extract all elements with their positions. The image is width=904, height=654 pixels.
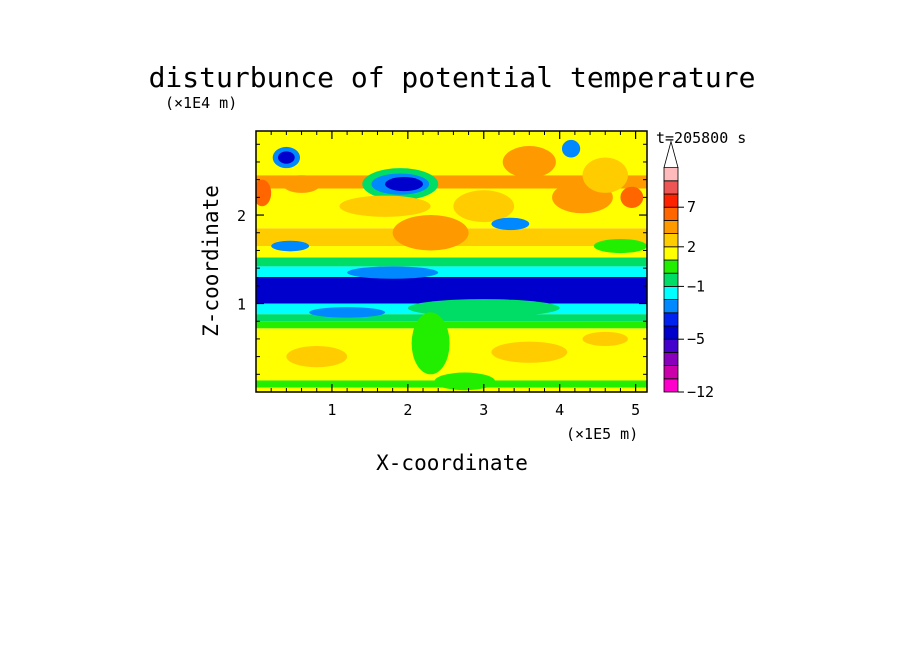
x-unit-label: (×1E5 m)	[566, 425, 638, 443]
contour-blob-1	[278, 151, 295, 164]
colorbar-swatch	[663, 180, 679, 195]
colorbar-swatch	[663, 312, 679, 327]
contour-band-9	[256, 246, 647, 258]
contour-blob-15	[561, 139, 581, 158]
colorbar-swatch	[663, 351, 679, 366]
contour-band-13	[256, 131, 647, 176]
x-tick-label: 5	[631, 401, 640, 419]
colorbar-swatch	[663, 272, 679, 287]
contour-band-6	[256, 276, 647, 304]
colorbar-swatch	[663, 246, 679, 261]
colorbar-label: 7	[687, 198, 696, 216]
contour-band-12	[256, 175, 647, 189]
contour-blob-4	[271, 240, 310, 252]
contour-blob-3	[256, 179, 272, 207]
colorbar: −12−5−127	[663, 140, 714, 401]
colorbar-swatch	[663, 167, 679, 182]
contour-blob-12	[502, 146, 556, 178]
plot-area	[255, 130, 648, 393]
y-tick-label: 2	[237, 207, 246, 225]
x-tick-label: 4	[555, 401, 564, 419]
colorbar-label: −1	[687, 277, 705, 295]
contour-band-3	[256, 321, 647, 329]
contour-blob-24	[434, 372, 496, 391]
contour-blob-16	[620, 186, 644, 208]
colorbar-label: −12	[687, 383, 714, 401]
contour-band-0	[256, 387, 647, 392]
colorbar-swatch	[663, 233, 679, 248]
time-label: t=205800 s	[656, 129, 746, 147]
colorbar-swatch	[663, 259, 679, 274]
plot-frame	[255, 130, 648, 393]
contour-band-7	[256, 266, 647, 277]
x-axis-ticks: 1 2 3 4 5	[270, 131, 640, 419]
contour-blob-9	[392, 215, 469, 251]
chart-title: disturbunce of potential temperature	[149, 61, 756, 94]
colorbar-swatch	[663, 206, 679, 221]
contour-blob-17	[593, 238, 647, 254]
colorbar-swatch	[663, 378, 679, 393]
contour-blob-20	[309, 307, 386, 318]
y-axis-label: Z-coordinate	[199, 185, 223, 337]
x-tick-label: 1	[327, 401, 336, 419]
y-unit-label: (×1E4 m)	[165, 94, 237, 112]
colorbar-label: −5	[687, 330, 705, 348]
contour-blob-14	[582, 157, 629, 193]
colorbar-swatch	[663, 338, 679, 353]
y-axis-ticks: 12	[237, 143, 647, 375]
x-axis-label: X-coordinate	[376, 451, 528, 475]
colorbar-label: 2	[687, 238, 696, 256]
x-tick-label: 3	[479, 401, 488, 419]
contour-blob-19	[347, 266, 439, 279]
contour-blob-23	[491, 341, 568, 363]
colorbar-swatch	[663, 299, 679, 314]
contour-blob-10	[453, 190, 515, 223]
contour-band-4	[256, 314, 647, 322]
contour-blob-11	[491, 217, 530, 231]
colorbar-swatch	[663, 219, 679, 234]
contour-band-8	[256, 257, 647, 267]
colorbar-extend-arrow	[663, 140, 679, 169]
contour-blob-18	[407, 299, 560, 317]
x-tick-label: 2	[403, 401, 412, 419]
contour-field	[256, 131, 647, 392]
y-tick-label: 1	[237, 296, 246, 314]
contour-blob-7	[385, 177, 424, 192]
colorbar-swatch	[663, 325, 679, 340]
contour-blob-2	[282, 175, 321, 193]
contour-blob-21	[411, 312, 450, 375]
contour-blob-22	[286, 345, 348, 368]
colorbar-swatch	[663, 193, 679, 208]
colorbar-swatch	[663, 365, 679, 380]
colorbar-swatch	[663, 285, 679, 300]
contour-blob-8	[339, 195, 431, 217]
contour-blob-25	[582, 331, 629, 346]
